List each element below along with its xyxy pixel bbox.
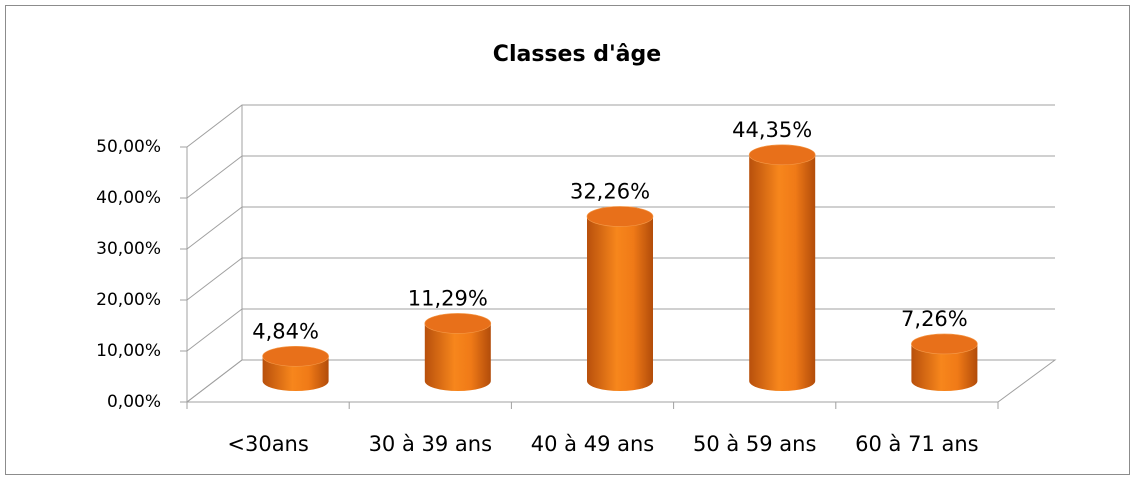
bar-top (262, 346, 329, 367)
chart-frame (5, 5, 1130, 475)
value-label: 44,35% (732, 118, 812, 142)
value-label: 11,29% (408, 286, 488, 310)
bar-body (424, 323, 491, 392)
x-tick-label: <30ans (227, 432, 308, 456)
bar-body (911, 343, 978, 392)
x-tick-label: 40 à 49 ans (531, 432, 654, 456)
bar (586, 206, 654, 391)
y-tick-label: 40,00% (96, 188, 161, 208)
bar-top (424, 313, 492, 334)
y-tick-label: 20,00% (96, 290, 161, 310)
grid-line (186, 104, 1055, 148)
y-tick-label: 0,00% (107, 392, 161, 412)
y-tick-label: 50,00% (96, 137, 161, 157)
chart-title: Classes d'âge (493, 42, 661, 67)
y-tick-label: 10,00% (96, 341, 161, 361)
bar (262, 346, 329, 391)
x-tick-label: 30 à 39 ans (369, 432, 492, 456)
bar-top (911, 333, 978, 355)
bar (748, 144, 816, 392)
bar-body (749, 154, 816, 392)
bar-top (748, 144, 816, 166)
value-label: 4,84% (252, 319, 319, 343)
value-label: 7,26% (901, 307, 968, 331)
bar (424, 313, 492, 392)
bar-top (586, 206, 654, 227)
y-tick-label: 30,00% (96, 239, 161, 259)
x-tick-label: 60 à 71 ans (855, 432, 978, 456)
bar (911, 333, 978, 392)
value-label: 32,26% (570, 179, 650, 203)
bar-body (587, 216, 653, 391)
x-tick-label: 50 à 59 ans (693, 432, 816, 456)
